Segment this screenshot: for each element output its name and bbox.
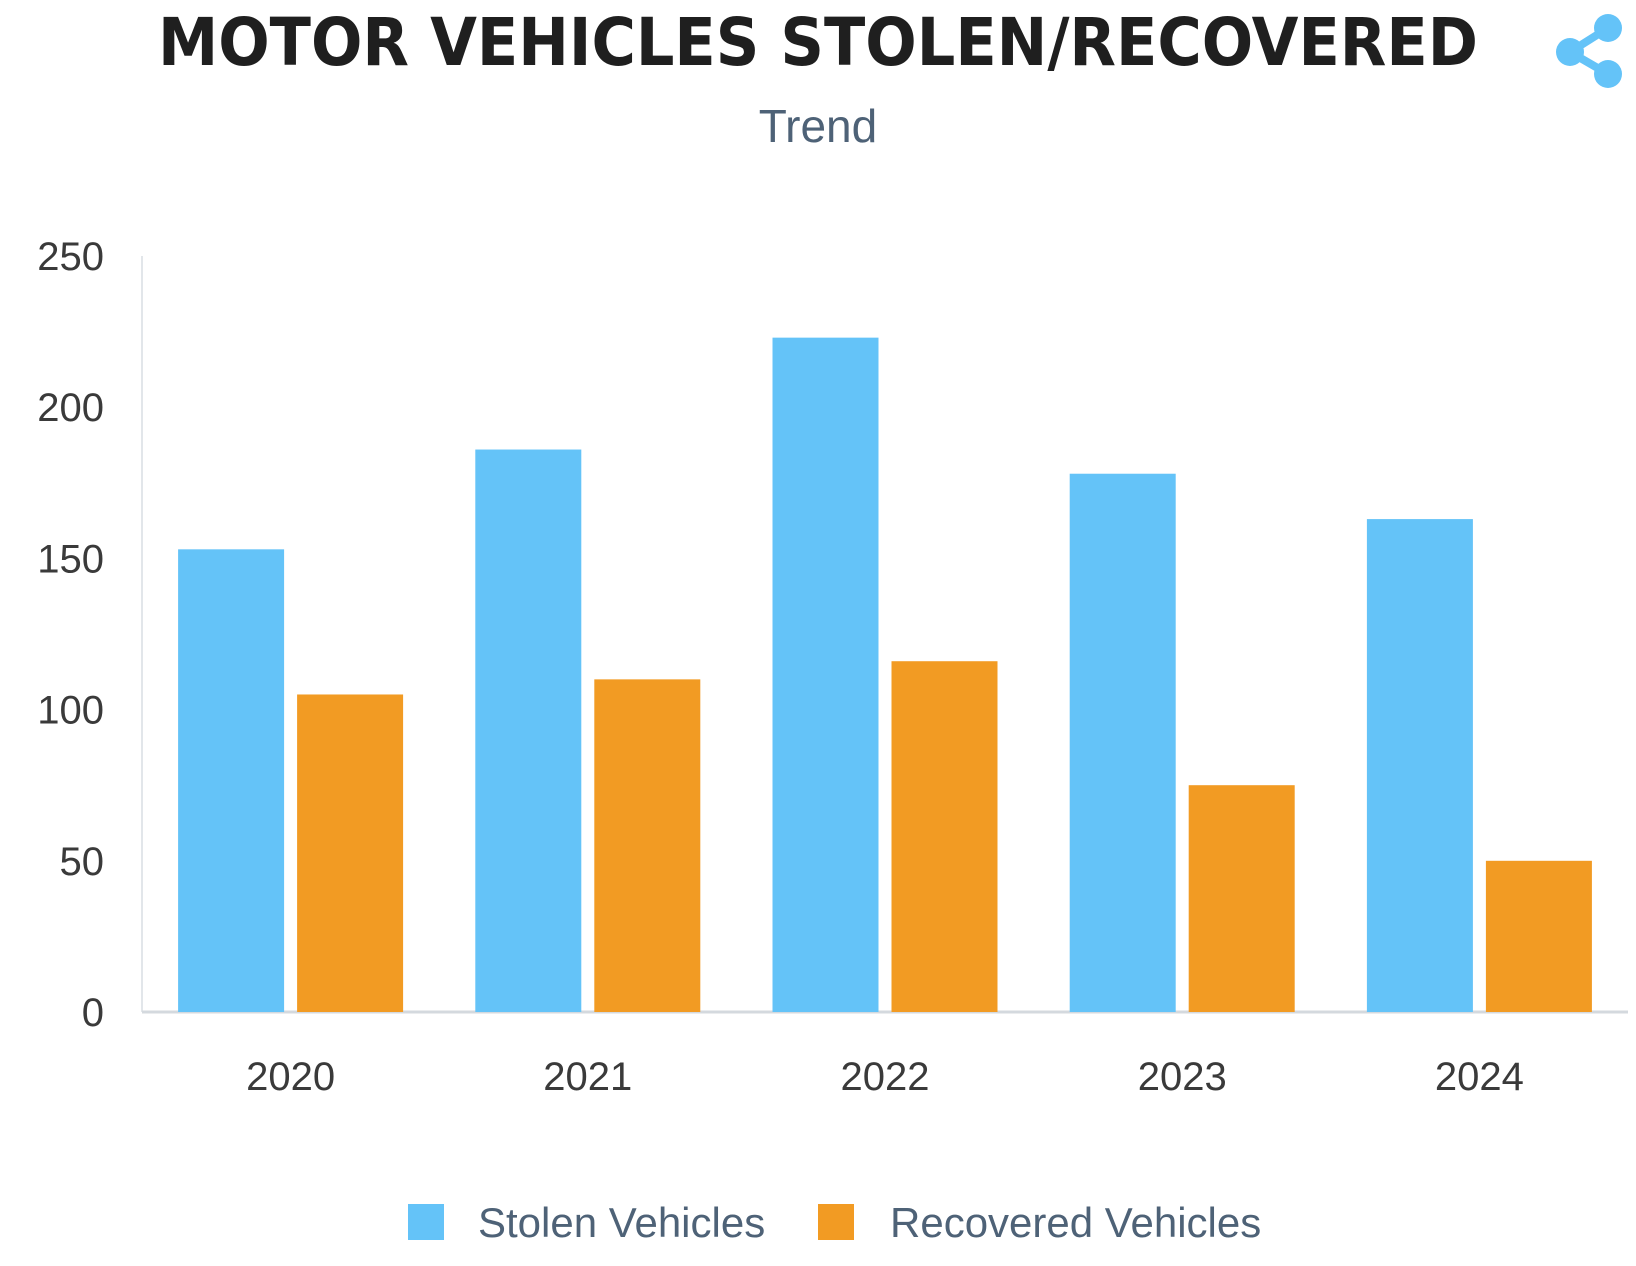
y-axis-ticks: 0 50 100 150 200 250: [37, 235, 104, 1035]
bar-recovered-vehicles-2024[interactable]: [1485, 860, 1592, 1012]
chart-title: MOTOR VEHICLES STOLEN/RECOVERED: [158, 4, 1478, 81]
share-icon-node-bottom: [1594, 60, 1622, 88]
legend-swatch-recovered-vehicles[interactable]: [818, 1204, 854, 1240]
x-tick-label: 2022: [841, 1055, 930, 1099]
x-tick-label: 2023: [1138, 1055, 1227, 1099]
x-axis-ticks: 2020 2021 2022 2023 2024: [246, 1055, 1524, 1099]
legend-swatch-stolen-vehicles[interactable]: [408, 1204, 444, 1240]
y-tick-label: 150: [37, 537, 104, 581]
y-tick-label: 200: [37, 386, 104, 430]
x-tick-label: 2024: [1435, 1055, 1524, 1099]
share-icon-node-top: [1594, 14, 1622, 42]
x-tick-label: 2021: [543, 1055, 632, 1099]
bar-stolen-vehicles-2021[interactable]: [475, 449, 582, 1012]
chart-subtitle: Trend: [759, 100, 877, 152]
y-tick-label: 0: [82, 991, 104, 1035]
bar-recovered-vehicles-2023[interactable]: [1188, 785, 1295, 1012]
bar-stolen-vehicles-2022[interactable]: [772, 337, 879, 1012]
y-tick-label: 250: [37, 235, 104, 279]
bar-recovered-vehicles-2021[interactable]: [594, 679, 701, 1012]
y-tick-label: 50: [60, 840, 105, 884]
share-icon-node-left: [1556, 38, 1584, 66]
bar-recovered-vehicles-2022[interactable]: [891, 661, 998, 1012]
legend: Stolen Vehicles Recovered Vehicles: [408, 1199, 1261, 1246]
bar-stolen-vehicles-2024[interactable]: [1366, 519, 1473, 1012]
x-tick-label: 2020: [246, 1055, 335, 1099]
bar-stolen-vehicles-2020[interactable]: [178, 549, 285, 1012]
legend-label-stolen-vehicles[interactable]: Stolen Vehicles: [478, 1199, 765, 1246]
bar-stolen-vehicles-2023[interactable]: [1069, 473, 1176, 1012]
legend-label-recovered-vehicles[interactable]: Recovered Vehicles: [890, 1199, 1261, 1246]
y-tick-label: 100: [37, 689, 104, 733]
bar-recovered-vehicles-2020[interactable]: [297, 694, 404, 1012]
bars: [178, 337, 1592, 1012]
share-icon[interactable]: [1556, 14, 1622, 88]
